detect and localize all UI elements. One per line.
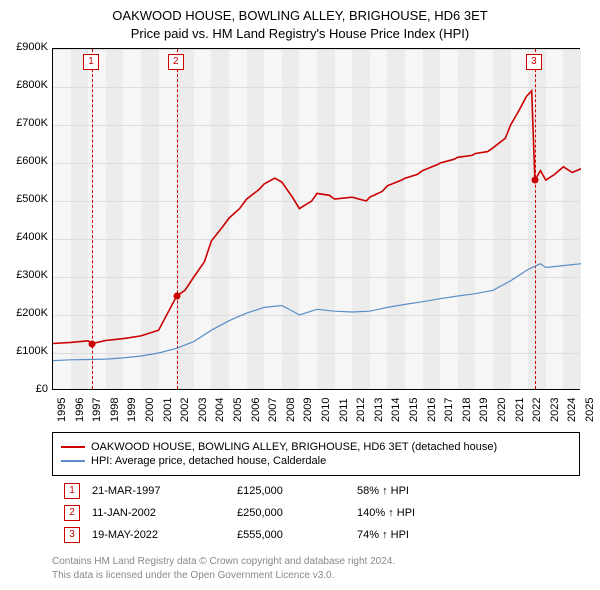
sale-marker-box: 1	[83, 54, 99, 70]
sale-price: £555,000	[237, 529, 357, 541]
x-axis-tick: 2004	[214, 398, 226, 422]
x-axis-tick: 2003	[197, 398, 209, 422]
legend-label: OAKWOOD HOUSE, BOWLING ALLEY, BRIGHOUSE,…	[91, 441, 497, 453]
legend-label: HPI: Average price, detached house, Cald…	[91, 455, 326, 467]
x-axis-tick: 2013	[373, 398, 385, 422]
x-axis-tick: 2024	[566, 398, 578, 422]
x-axis-tick: 2014	[390, 398, 402, 422]
chart-title-line2: Price paid vs. HM Land Registry's House …	[0, 26, 600, 41]
legend-item: OAKWOOD HOUSE, BOWLING ALLEY, BRIGHOUSE,…	[61, 441, 571, 453]
x-axis-tick: 1996	[74, 398, 86, 422]
x-axis-tick: 2023	[549, 398, 561, 422]
sale-date: 19-MAY-2022	[92, 529, 237, 541]
x-axis-tick: 1998	[109, 398, 121, 422]
x-axis-tick: 1999	[126, 398, 138, 422]
sale-pct-vs-hpi: 58% ↑ HPI	[357, 485, 497, 497]
x-axis-tick: 2017	[443, 398, 455, 422]
sale-marker-box: 2	[168, 54, 184, 70]
table-row: 1 21-MAR-1997£125,00058% ↑ HPI	[52, 480, 580, 502]
x-axis-tick: 2002	[179, 398, 191, 422]
x-axis-tick: 2025	[584, 398, 596, 422]
sales-table: 1 21-MAR-1997£125,00058% ↑ HPI 2 11-JAN-200…	[52, 480, 580, 546]
legend-item: HPI: Average price, detached house, Cald…	[61, 455, 571, 467]
x-axis-tick: 2000	[144, 398, 156, 422]
x-axis-tick: 2022	[531, 398, 543, 422]
y-axis-tick: £0	[0, 383, 48, 395]
sale-date: 11-JAN-2002	[92, 507, 237, 519]
y-axis-tick: £100K	[0, 345, 48, 357]
x-axis-tick: 2005	[232, 398, 244, 422]
x-axis-tick: 2006	[250, 398, 262, 422]
x-axis-tick: 2011	[338, 398, 350, 422]
y-axis-tick: £500K	[0, 193, 48, 205]
x-axis-tick: 1997	[91, 398, 103, 422]
x-axis-tick: 2008	[285, 398, 297, 422]
table-marker-box: 2	[64, 505, 80, 521]
y-axis-tick: £600K	[0, 155, 48, 167]
x-axis-tick: 2021	[514, 398, 526, 422]
sale-pct-vs-hpi: 140% ↑ HPI	[357, 507, 497, 519]
chart-title-line1: OAKWOOD HOUSE, BOWLING ALLEY, BRIGHOUSE,…	[0, 8, 600, 23]
x-axis-tick: 2007	[267, 398, 279, 422]
legend-swatch	[61, 446, 85, 448]
x-axis-tick: 2012	[355, 398, 367, 422]
x-axis-tick: 2015	[408, 398, 420, 422]
y-axis-tick: £700K	[0, 117, 48, 129]
y-axis-tick: £200K	[0, 307, 48, 319]
sale-dot	[173, 293, 180, 300]
legend-swatch	[61, 460, 85, 462]
x-axis-tick: 1995	[56, 398, 68, 422]
chart-svg	[53, 49, 581, 391]
x-axis-tick: 2019	[478, 398, 490, 422]
x-axis-tick: 2016	[426, 398, 438, 422]
sale-pct-vs-hpi: 74% ↑ HPI	[357, 529, 497, 541]
sale-marker-box: 3	[526, 54, 542, 70]
footnote-line2: This data is licensed under the Open Gov…	[52, 570, 334, 581]
sale-dot	[89, 340, 96, 347]
x-axis-tick: 2018	[461, 398, 473, 422]
series-line	[53, 264, 581, 361]
y-axis-tick: £800K	[0, 79, 48, 91]
x-axis-tick: 2020	[496, 398, 508, 422]
y-axis-tick: £900K	[0, 41, 48, 53]
table-marker-box: 3	[64, 527, 80, 543]
x-axis-tick: 2009	[302, 398, 314, 422]
table-row: 2 11-JAN-2002£250,000140% ↑ HPI	[52, 502, 580, 524]
sale-price: £250,000	[237, 507, 357, 519]
sale-date: 21-MAR-1997	[92, 485, 237, 497]
legend: OAKWOOD HOUSE, BOWLING ALLEY, BRIGHOUSE,…	[52, 432, 580, 476]
sale-dot	[531, 177, 538, 184]
table-marker-box: 1	[64, 483, 80, 499]
sale-price: £125,000	[237, 485, 357, 497]
series-line	[53, 91, 581, 344]
y-axis-tick: £400K	[0, 231, 48, 243]
footnote-line1: Contains HM Land Registry data © Crown c…	[52, 556, 395, 567]
table-row: 3 19-MAY-2022£555,00074% ↑ HPI	[52, 524, 580, 546]
x-axis-tick: 2010	[320, 398, 332, 422]
y-axis-tick: £300K	[0, 269, 48, 281]
x-axis-tick: 2001	[162, 398, 174, 422]
chart-plot-area	[52, 48, 580, 390]
